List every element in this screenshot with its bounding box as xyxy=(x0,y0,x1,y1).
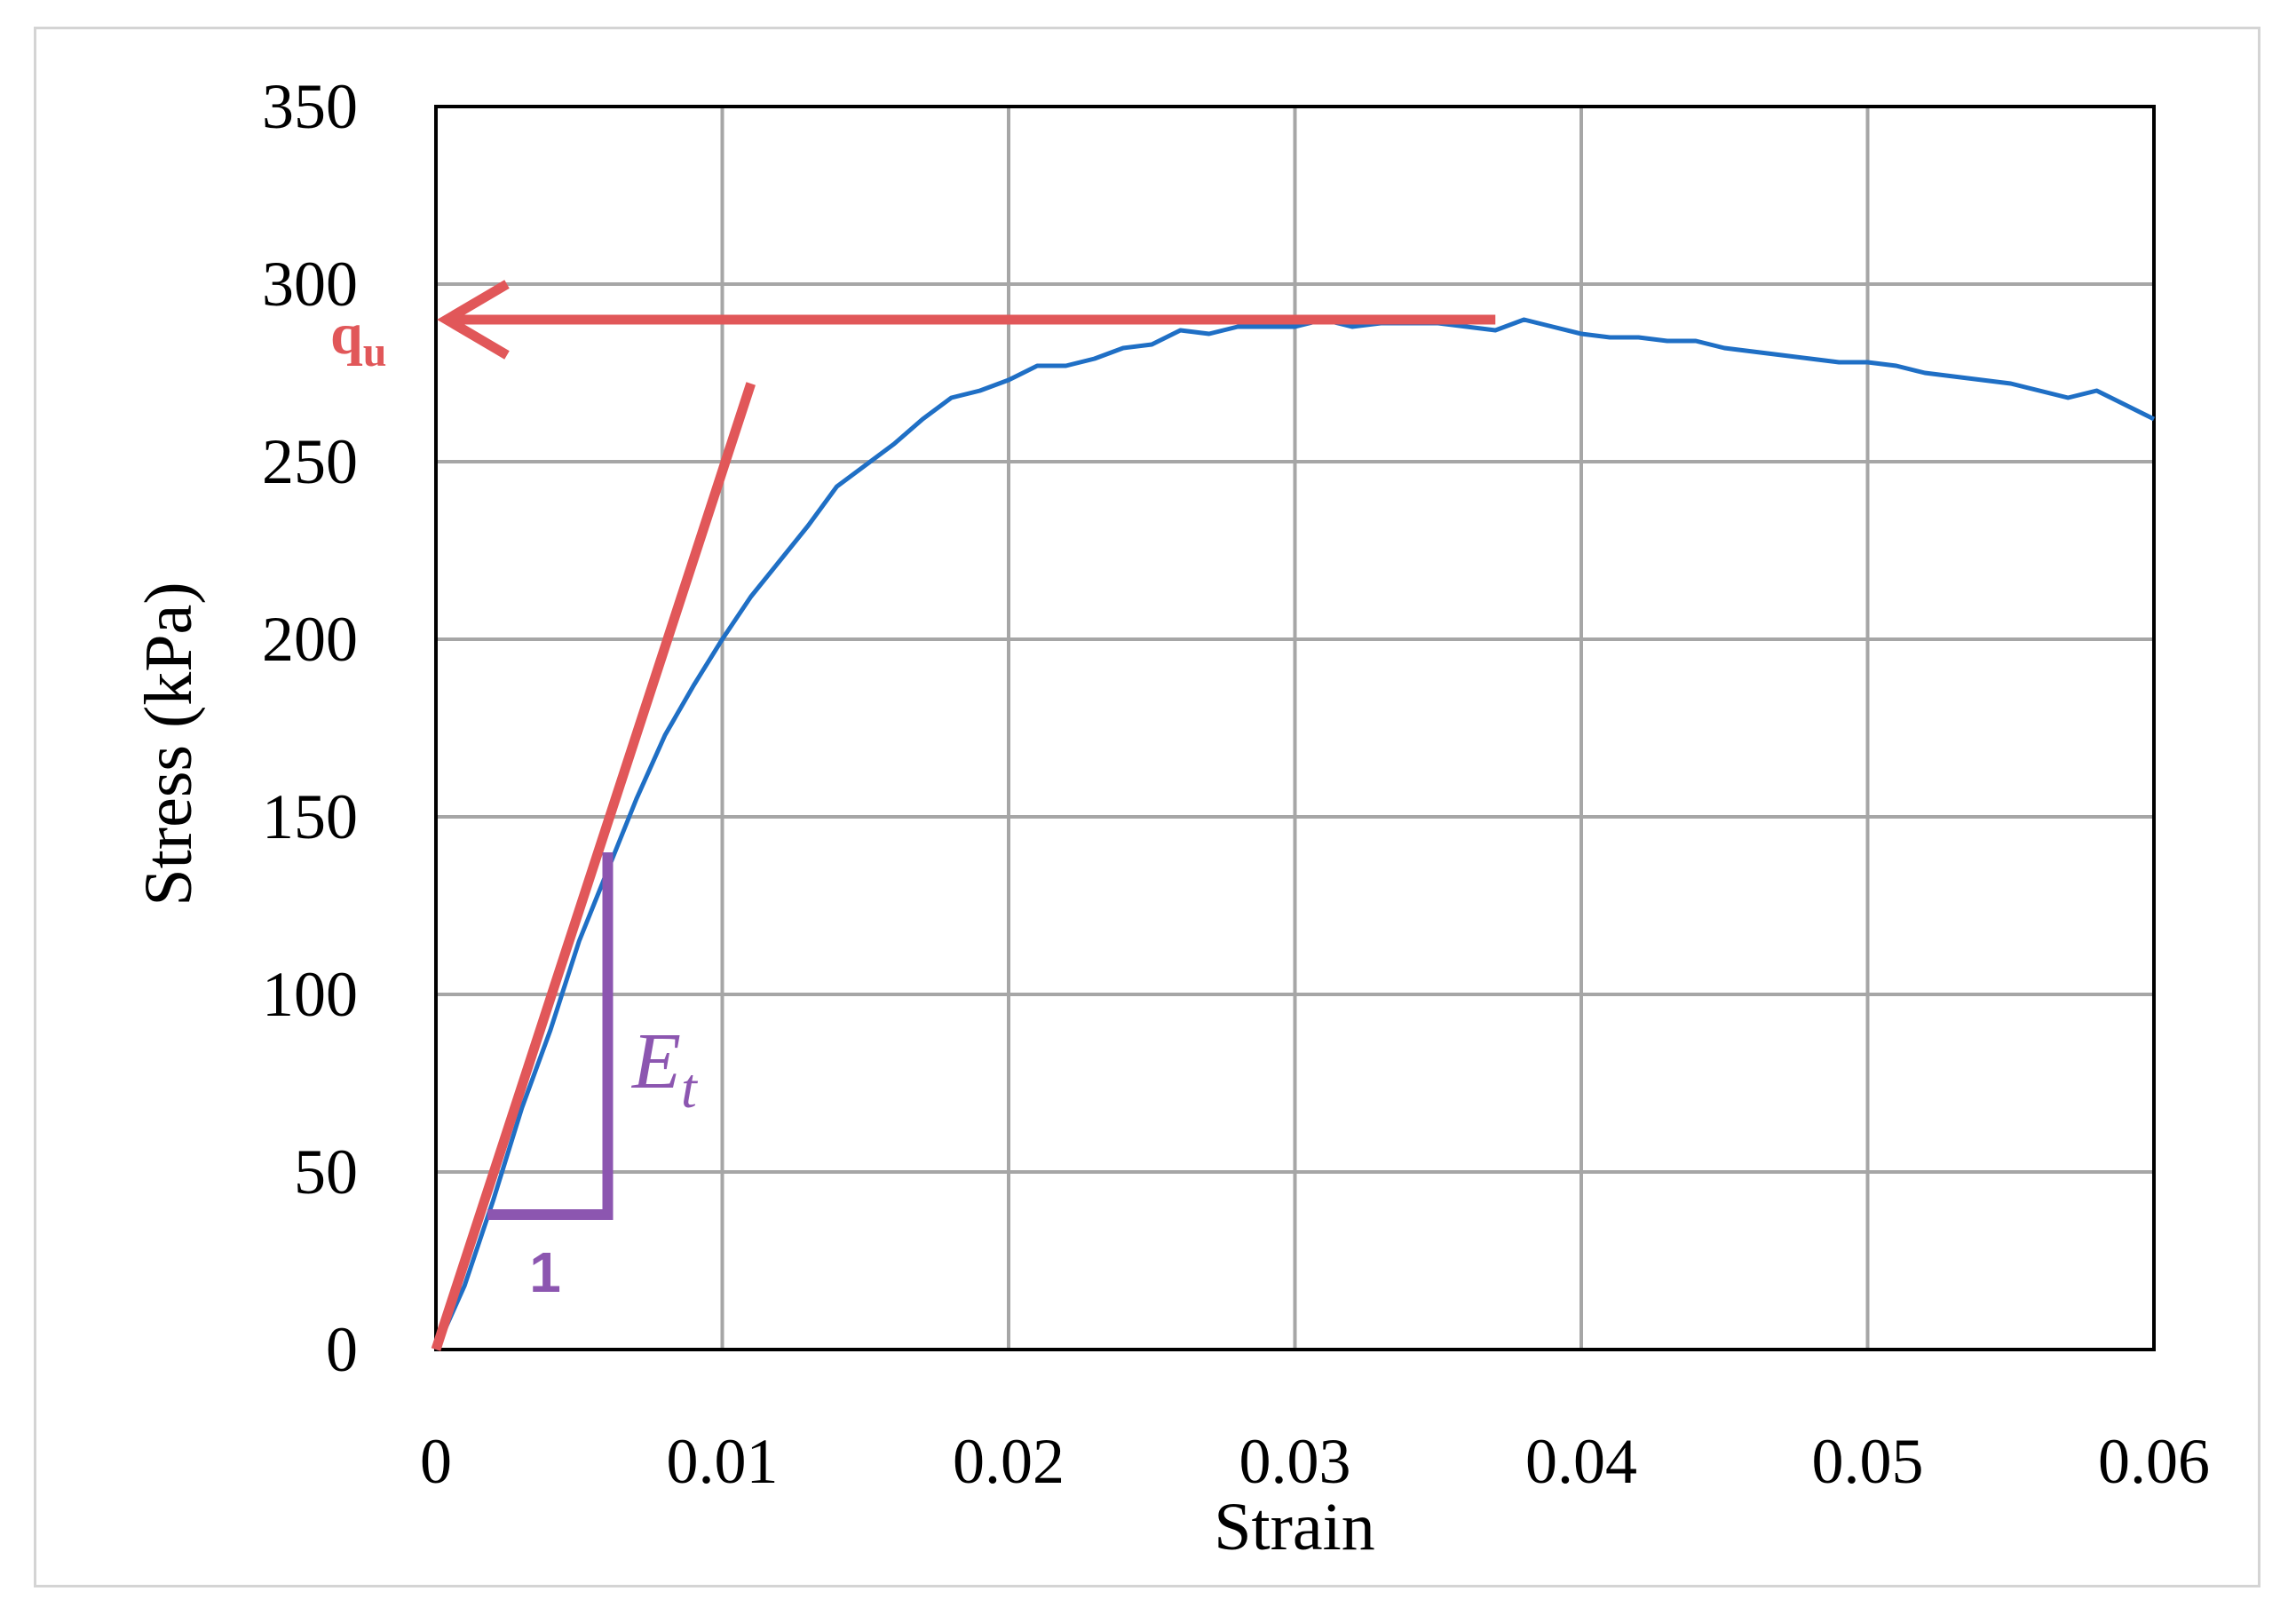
slope-triangle xyxy=(487,852,614,1220)
y-tick-label: 250 xyxy=(262,426,358,497)
x-tick-label: 0.03 xyxy=(1239,1426,1351,1497)
qu-label: qu xyxy=(330,302,386,376)
grid-layer xyxy=(436,107,2154,1350)
y-tick-label: 150 xyxy=(262,781,358,852)
slope-run-label: 1 xyxy=(529,1240,561,1304)
y-tick-label: 50 xyxy=(294,1136,358,1207)
qu-label-sub: u xyxy=(363,329,387,376)
x-tick-label: 0.04 xyxy=(1525,1426,1637,1497)
y-tick-label: 0 xyxy=(326,1314,358,1385)
x-tick-label: 0.01 xyxy=(667,1426,779,1497)
stress-strain-curve xyxy=(433,317,2156,1351)
tick-labels: 0 0.01 0.02 0.03 0.04 0.05 0.06 0 50 100 150 200 250… xyxy=(262,71,2210,1497)
y-axis-title: Stress (kPa) xyxy=(131,582,206,906)
x-tick-label: 0.06 xyxy=(2098,1426,2210,1497)
tangent-modulus-label-sub: t xyxy=(681,1057,699,1120)
plot-area xyxy=(434,105,2156,1351)
figure-frame xyxy=(34,27,2260,1587)
tangent-modulus-label-main: E xyxy=(630,1017,681,1105)
y-tick-label: 300 xyxy=(262,249,358,320)
tangent-modulus-line xyxy=(431,382,756,1351)
qu-label-main: q xyxy=(330,302,363,367)
y-tick-label: 200 xyxy=(262,604,358,675)
tangent-modulus-label: Et xyxy=(630,1017,699,1120)
x-tick-label: 0 xyxy=(420,1426,452,1497)
x-tick-label: 0.02 xyxy=(953,1426,1065,1497)
y-tick-label: 350 xyxy=(262,71,358,142)
qu-arrow-head xyxy=(437,280,510,360)
y-tick-label: 100 xyxy=(262,959,358,1030)
x-tick-label: 0.05 xyxy=(1812,1426,1924,1497)
x-axis-title: Strain xyxy=(1214,1490,1375,1564)
